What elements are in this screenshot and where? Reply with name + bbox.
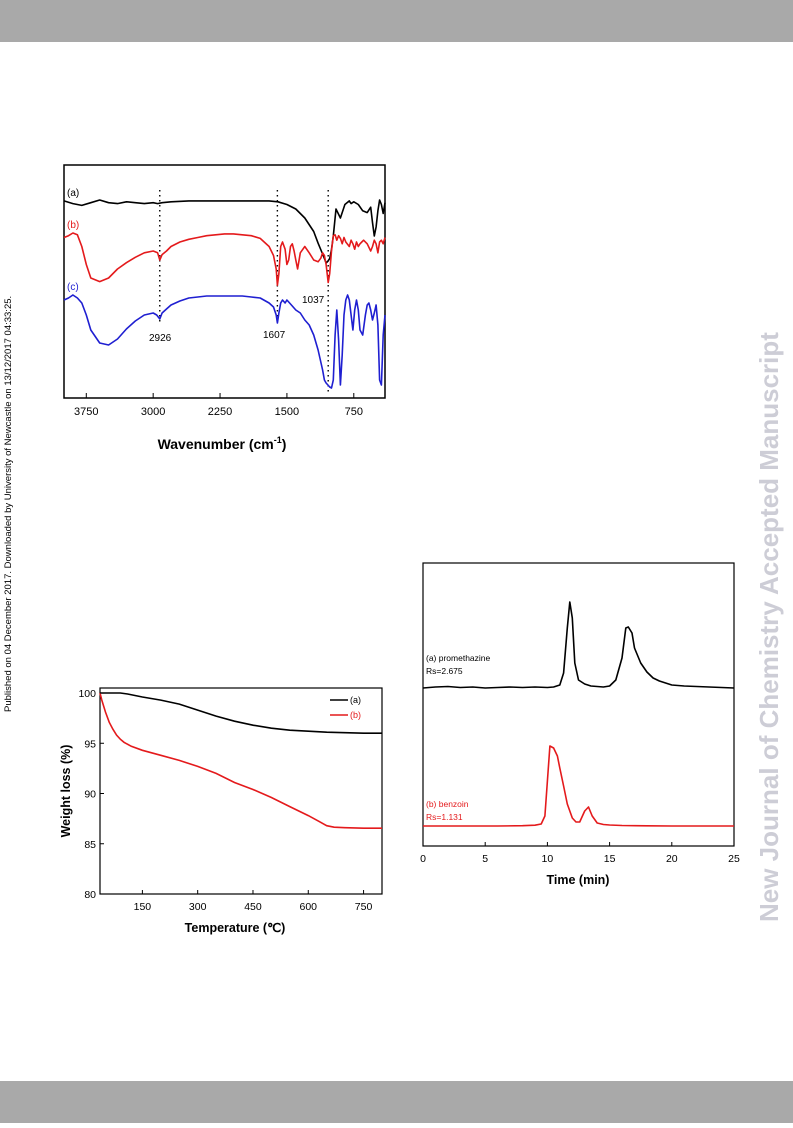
ftir-x-tick-label: 3000 bbox=[141, 406, 165, 418]
ftir-series-label-c: (c) bbox=[67, 282, 79, 293]
ftir-peak-label-1037: 1037 bbox=[302, 295, 325, 306]
ftir-x-tick-label: 2250 bbox=[208, 406, 232, 418]
tga-legend-label-a: (a) bbox=[350, 695, 361, 705]
hplc-x-tick-label: 25 bbox=[728, 853, 740, 865]
hplc-series-line-0 bbox=[422, 601, 735, 689]
hplc-x-tick-label: 5 bbox=[482, 853, 488, 865]
hplc-series-label-a: (a) promethazine bbox=[426, 653, 491, 663]
watermark: New Journal of Chemistry Accepted Manusc… bbox=[740, 0, 790, 1123]
watermark-text: New Journal of Chemistry Accepted Manusc… bbox=[754, 332, 784, 922]
ftir-series-line-1 bbox=[63, 232, 386, 286]
tga-x-tick-label: 600 bbox=[300, 901, 318, 913]
ftir-chart: 3750 3000 2250 1500 750 (a) (b) (c) 2926 160… bbox=[63, 164, 386, 452]
hplc-series-label-a-rs: Rs=2.675 bbox=[426, 666, 463, 676]
hplc-plot-frame bbox=[422, 562, 735, 847]
side-note: Published on 04 December 2017. Downloade… bbox=[0, 0, 18, 1123]
tga-y-axis-title: Weight loss (%) bbox=[59, 745, 73, 838]
ftir-series-line-2 bbox=[63, 294, 386, 389]
ftir-x-tick-label: 1500 bbox=[275, 406, 299, 418]
hplc-x-tick-label: 10 bbox=[542, 853, 554, 865]
ftir-x-tick-label: 750 bbox=[345, 406, 363, 418]
tga-plot-frame bbox=[99, 687, 383, 895]
header-band bbox=[0, 0, 793, 42]
ftir-peak-label-1607: 1607 bbox=[263, 330, 286, 341]
ftir-x-axis-title: Wavenumber (cm-1) bbox=[158, 435, 287, 452]
side-note-text: Published on 04 December 2017. Downloade… bbox=[3, 296, 14, 712]
hplc-x-tick-label: 20 bbox=[666, 853, 678, 865]
tga-chart: 150 300 450 600 750 80 85 90 95 100 (a) (b) Weigh… bbox=[59, 687, 383, 935]
hplc-x-tick-label: 15 bbox=[604, 853, 616, 865]
ftir-peak-label-2926: 2926 bbox=[149, 333, 172, 344]
tga-series-line-1 bbox=[99, 692, 382, 829]
tga-y-tick-label: 85 bbox=[84, 839, 96, 851]
hplc-series-label-b: (b) benzoin bbox=[426, 799, 469, 809]
ftir-series-line-0 bbox=[63, 199, 386, 264]
hplc-series-label-b-rs: Rs=1.131 bbox=[426, 812, 463, 822]
tga-x-tick-label: 300 bbox=[189, 901, 207, 913]
tga-x-tick-label: 150 bbox=[134, 901, 152, 913]
tga-y-tick-label: 80 bbox=[84, 889, 96, 901]
ftir-series-label-a: (a) bbox=[67, 188, 79, 199]
tga-series-line-0 bbox=[100, 692, 382, 735]
tga-y-tick-label: 95 bbox=[84, 738, 96, 750]
tga-x-axis-title: Temperature (℃) bbox=[185, 921, 286, 935]
tga-legend-label-b: (b) bbox=[350, 710, 361, 720]
hplc-series-line-1 bbox=[423, 745, 734, 827]
ftir-series-label-b: (b) bbox=[67, 220, 79, 231]
hplc-x-tick-label: 0 bbox=[420, 853, 426, 865]
tga-x-tick-label: 450 bbox=[244, 901, 262, 913]
ftir-plot-frame bbox=[63, 164, 386, 399]
tga-x-tick-label: 750 bbox=[355, 901, 373, 913]
hplc-chart: 0 5 10 15 20 25 (a) promethazine Rs=2.675 (b)… bbox=[420, 562, 740, 887]
tga-y-tick-label: 100 bbox=[78, 688, 96, 700]
tga-y-tick-label: 90 bbox=[84, 789, 96, 801]
hplc-x-axis-title: Time (min) bbox=[547, 873, 610, 887]
ftir-x-tick-label: 3750 bbox=[74, 406, 98, 418]
footer-band bbox=[0, 1081, 793, 1123]
